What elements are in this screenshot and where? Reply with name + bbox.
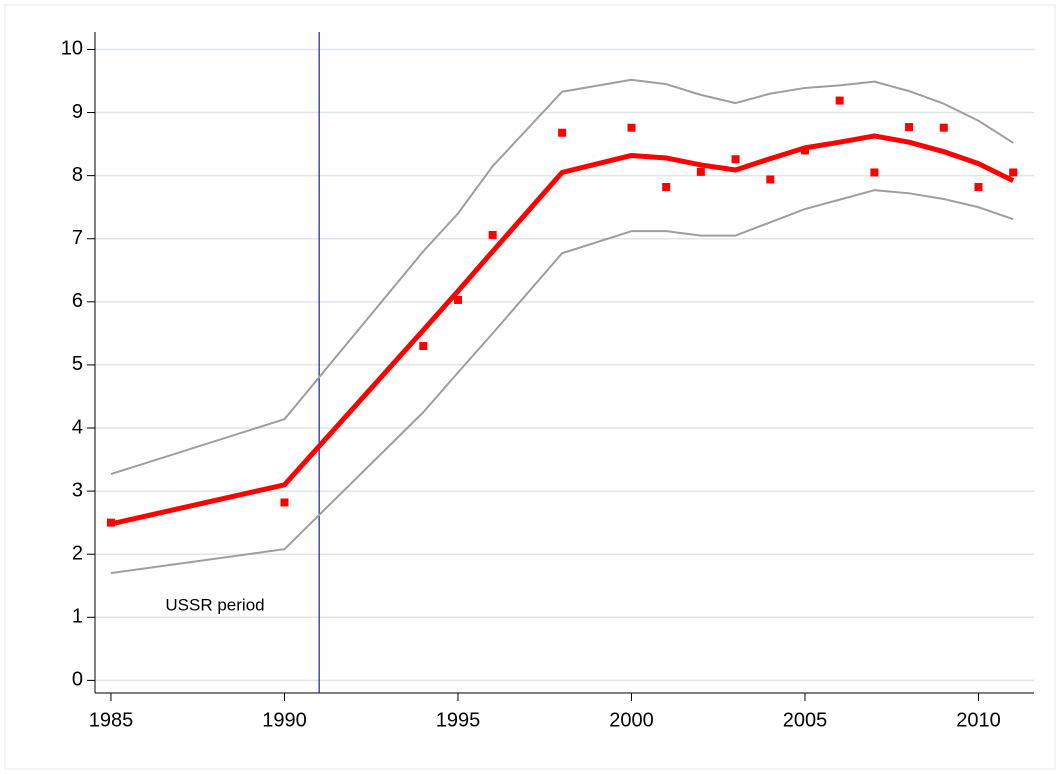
marker [558, 128, 567, 137]
x-tick-label: 2000 [609, 709, 654, 731]
x-tick-label: 1995 [436, 709, 481, 731]
marker [939, 123, 948, 132]
x-tick-label: 1985 [89, 709, 134, 731]
series-line [110, 78, 1014, 476]
y-tick-label: 1 [72, 606, 83, 628]
x-tick-label: 2005 [783, 709, 828, 731]
marker [696, 167, 705, 176]
annotation: USSR period [165, 595, 264, 614]
marker [870, 168, 879, 177]
marker [419, 341, 428, 350]
x-tick-label: 2010 [956, 709, 1001, 731]
y-tick-label: 3 [72, 479, 83, 501]
series-line [110, 189, 1014, 575]
chart-frame [4, 4, 1056, 770]
x-tick-label: 1990 [262, 709, 307, 731]
y-tick-label: 0 [72, 669, 83, 691]
y-tick-label: 7 [72, 227, 83, 249]
marker [453, 295, 462, 304]
marker [974, 183, 983, 192]
marker [488, 230, 497, 239]
marker [766, 175, 775, 184]
marker [662, 183, 671, 192]
y-tick-label: 4 [72, 416, 83, 438]
y-tick-label: 6 [72, 290, 83, 312]
marker [905, 123, 914, 132]
marker [627, 123, 636, 132]
series-line [110, 133, 1015, 527]
y-tick-label: 8 [72, 164, 83, 186]
y-tick-label: 2 [72, 542, 83, 564]
marker [835, 96, 844, 105]
marker [800, 146, 809, 155]
marker [731, 155, 740, 164]
marker [280, 498, 289, 507]
y-tick-label: 5 [72, 353, 83, 375]
marker [1009, 168, 1018, 177]
marker [106, 518, 115, 527]
y-tick-label: 9 [72, 101, 83, 123]
y-tick-label: 10 [61, 38, 83, 60]
